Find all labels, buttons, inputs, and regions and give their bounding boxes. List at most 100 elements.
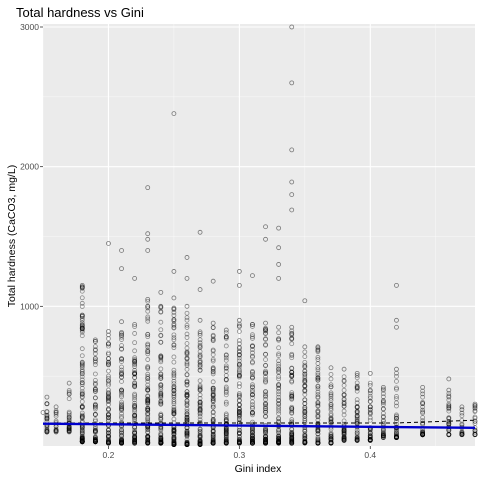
scatter-point	[236, 317, 242, 323]
scatter-point	[263, 377, 268, 382]
scatter-point	[184, 310, 190, 316]
outlier-point	[394, 282, 399, 288]
scatter-point	[394, 432, 399, 438]
scatter-point	[250, 347, 255, 353]
scatter-point	[119, 440, 124, 446]
scatter-point	[341, 403, 347, 409]
scatter-point	[132, 331, 138, 336]
scatter-point	[197, 442, 203, 447]
scatter-point	[79, 435, 85, 441]
scatter-point	[250, 375, 255, 381]
scatter-point	[145, 434, 151, 440]
scatter-point	[210, 325, 216, 331]
scatter-point	[79, 322, 85, 328]
scatter-point	[184, 417, 190, 423]
scatter-point	[341, 412, 347, 418]
scatter-point	[106, 362, 111, 367]
scatter-point	[197, 432, 203, 438]
scatter-point	[66, 425, 72, 431]
scatter-point	[119, 404, 124, 410]
outlier-point	[79, 284, 85, 290]
scatter-point	[184, 372, 190, 377]
scatter-point	[354, 385, 360, 391]
scatter-point	[79, 367, 85, 373]
scatter-point	[106, 430, 111, 435]
scatter-point	[236, 430, 242, 436]
scatter-point	[79, 380, 85, 386]
scatter-point	[106, 439, 111, 445]
scatter-point	[197, 433, 203, 439]
scatter-point	[79, 439, 85, 445]
scatter-point	[184, 439, 190, 445]
scatter-point	[328, 406, 334, 411]
scatter-point	[276, 383, 282, 389]
scatter-point	[315, 376, 321, 381]
scatter-point	[276, 368, 282, 374]
scatter-point	[315, 344, 321, 350]
scatter-point	[184, 392, 190, 398]
scatter-point	[289, 440, 295, 446]
scatter-point	[197, 387, 203, 393]
scatter-point	[289, 393, 295, 399]
scatter-point	[236, 437, 242, 442]
scatter-point	[119, 436, 124, 442]
scatter-point	[276, 438, 282, 444]
scatter-point	[197, 367, 203, 373]
scatter-point	[79, 353, 85, 359]
scatter-point	[380, 421, 386, 427]
scatter-point	[223, 431, 229, 437]
outlier-point	[210, 278, 216, 284]
scatter-point	[92, 429, 98, 434]
scatter-point	[328, 436, 334, 442]
scatter-point	[223, 433, 229, 438]
scatter-point	[276, 439, 282, 445]
scatter-point	[106, 397, 111, 403]
scatter-point	[315, 375, 321, 381]
scatter-point	[276, 374, 282, 379]
scatter-point	[328, 415, 334, 421]
scatter-point	[106, 396, 111, 402]
scatter-point	[459, 432, 465, 438]
scatter-point	[197, 340, 203, 346]
scatter-point	[158, 333, 164, 339]
scatter-point	[158, 415, 164, 421]
scatter-point	[119, 389, 124, 394]
scatter-point	[236, 349, 242, 355]
scatter-point	[302, 344, 308, 350]
scatter-point	[197, 407, 203, 413]
scatter-point	[210, 325, 216, 330]
scatter-point	[210, 428, 216, 433]
scatter-point	[472, 418, 478, 424]
scatter-point	[446, 420, 452, 426]
scatter-point	[341, 435, 347, 441]
outlier-point	[236, 269, 242, 274]
scatter-point	[263, 438, 268, 444]
scatter-point	[171, 373, 177, 379]
scatter-point	[158, 434, 164, 440]
scatter-point	[367, 437, 373, 442]
scatter-point	[367, 437, 373, 443]
scatter-point	[145, 334, 151, 340]
scatter-point	[197, 438, 203, 444]
scatter-point	[119, 430, 124, 436]
scatter-point	[119, 405, 124, 411]
scatter-point	[132, 414, 138, 420]
scatter-point	[302, 439, 308, 444]
scatter-point	[367, 437, 373, 443]
scatter-point	[106, 368, 111, 374]
scatter-point	[132, 400, 138, 406]
scatter-point	[302, 371, 308, 377]
scatter-point	[276, 440, 282, 445]
scatter-point	[302, 440, 308, 445]
scatter-point	[184, 414, 190, 420]
scatter-point	[341, 437, 347, 442]
scatter-point	[354, 434, 360, 440]
scatter-point	[119, 440, 124, 446]
scatter-point	[92, 388, 98, 394]
scatter-point	[394, 434, 399, 440]
scatter-point	[171, 345, 177, 351]
scatter-point	[420, 391, 426, 397]
scatter-point	[79, 403, 85, 409]
scatter-point	[106, 437, 111, 442]
scatter-point	[197, 383, 203, 388]
